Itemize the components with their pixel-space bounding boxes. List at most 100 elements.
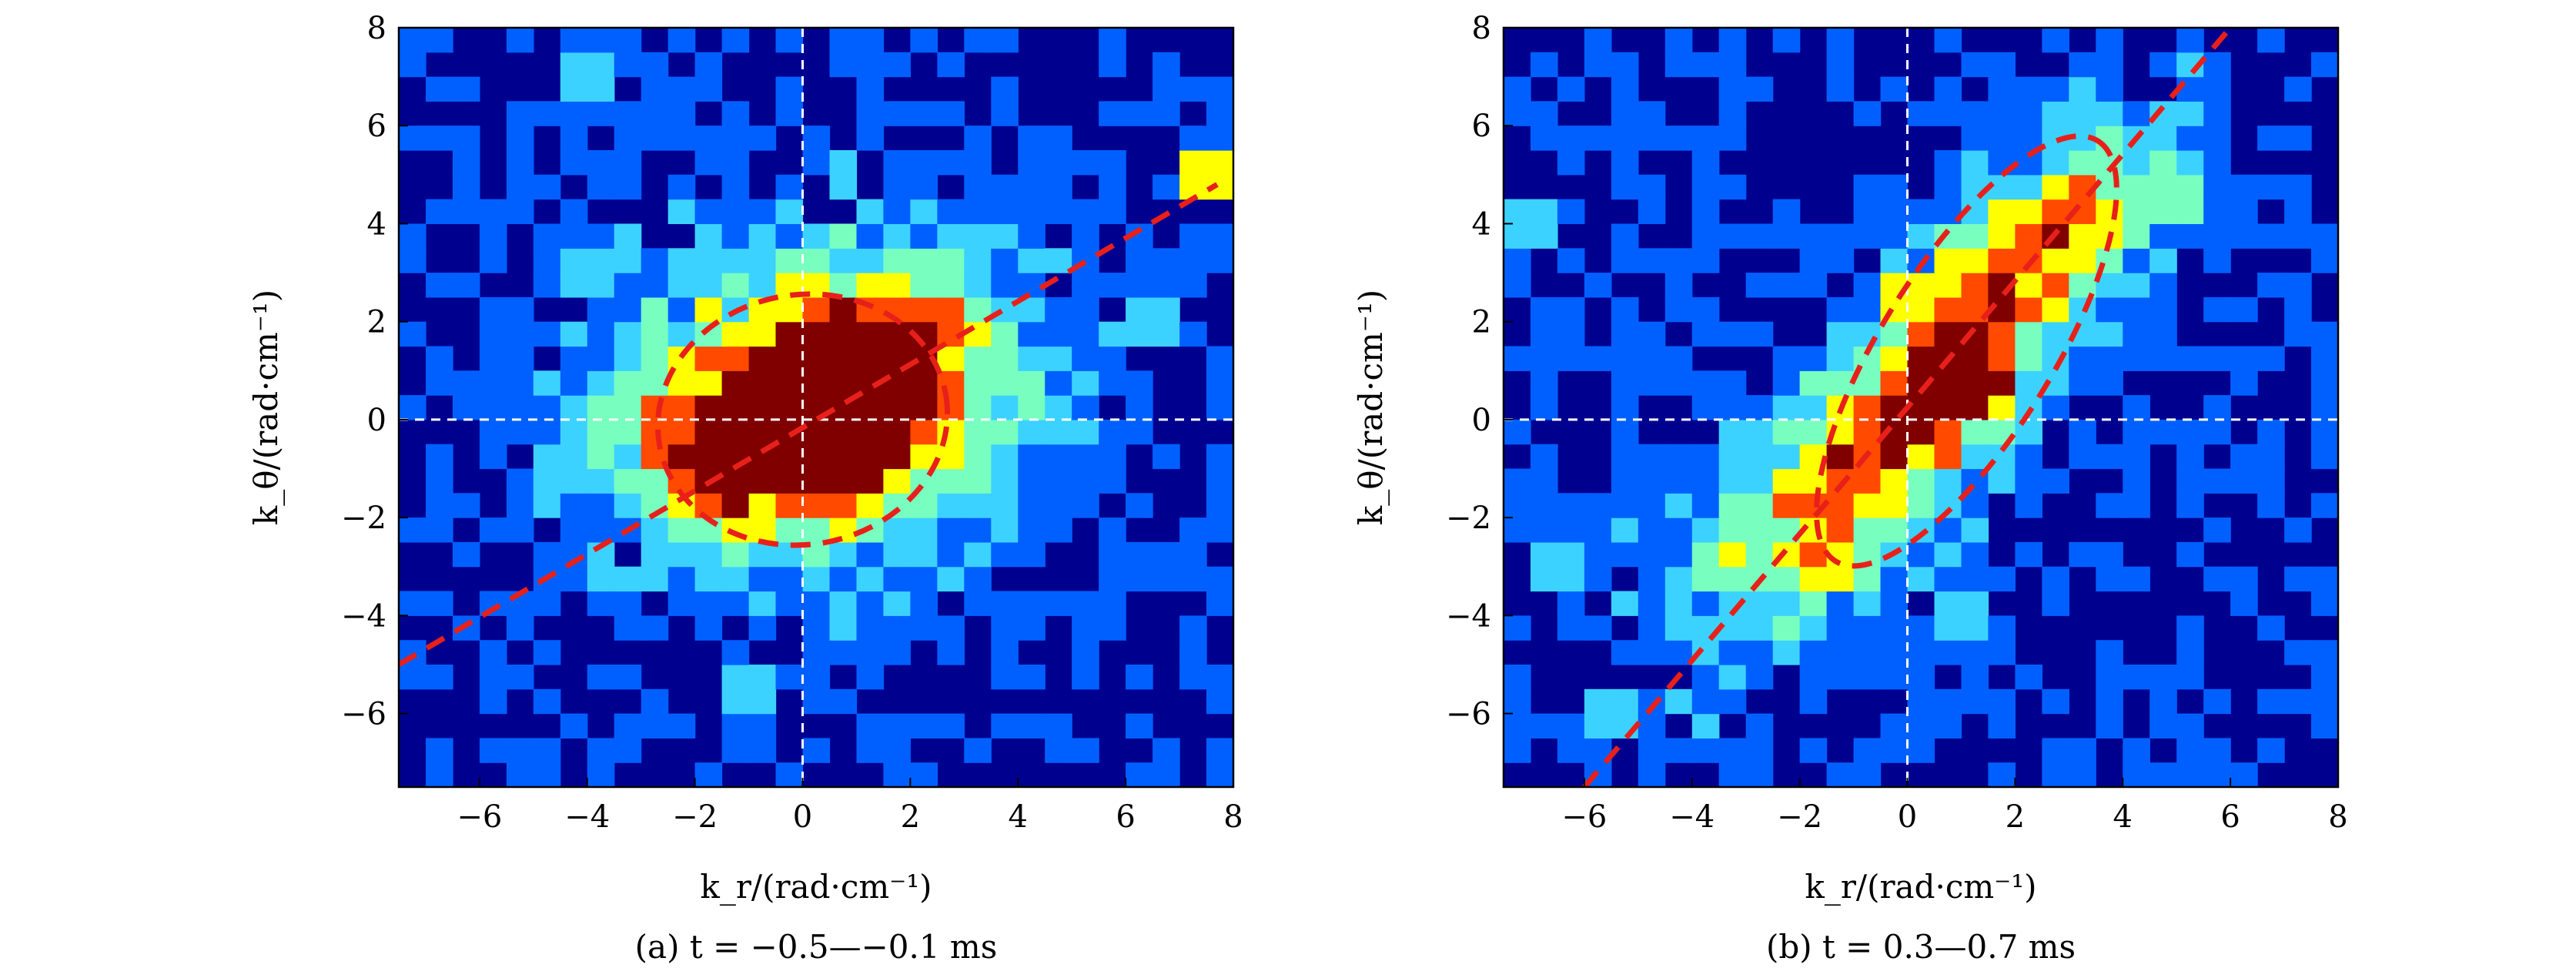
heatmap-cell <box>2015 223 2042 249</box>
heatmap-cell <box>1988 688 2016 715</box>
heatmap-cell <box>748 615 777 641</box>
heatmap-cell <box>1611 248 1639 273</box>
heatmap-cell <box>910 296 938 323</box>
heatmap-cell <box>1988 395 2016 420</box>
heatmap-cell <box>1179 273 1207 298</box>
heatmap-cell <box>2311 248 2338 273</box>
heatmap-cell <box>829 52 858 78</box>
heatmap-cell <box>1153 444 1180 470</box>
heatmap-cell <box>910 419 938 445</box>
heatmap-cell <box>560 566 588 592</box>
heatmap-cell <box>399 517 427 543</box>
heatmap-cell <box>2069 419 2096 445</box>
heatmap-cell <box>560 223 588 249</box>
heatmap-cell <box>399 591 427 616</box>
heatmap-cell <box>883 762 911 787</box>
heatmap-cell <box>1584 126 1612 151</box>
heatmap-cell <box>964 541 992 568</box>
heatmap-cell <box>614 321 642 347</box>
heatmap-cell <box>2015 273 2042 298</box>
heatmap-cell <box>399 126 427 151</box>
heatmap-cell <box>937 346 965 371</box>
heatmap-cell <box>1099 150 1126 176</box>
heatmap-cell <box>1584 688 1612 715</box>
heatmap-cell <box>964 321 992 347</box>
heatmap-cell <box>1206 248 1233 273</box>
heatmap-cell <box>1638 762 1666 787</box>
heatmap-cell <box>2096 126 2123 151</box>
heatmap-cell <box>721 273 750 298</box>
heatmap-cell <box>802 248 831 273</box>
heatmap-cell <box>1611 395 1639 420</box>
panel-a-caption: (a) t = −0.5—−0.1 ms <box>635 928 998 966</box>
heatmap-cell <box>991 493 1019 518</box>
heatmap-cell <box>1934 370 1962 396</box>
heatmap-cell <box>1638 493 1666 518</box>
heatmap-cell <box>1907 395 1935 420</box>
heatmap-cell <box>829 346 858 371</box>
heatmap-cell <box>910 370 938 396</box>
heatmap-cell <box>399 52 427 78</box>
heatmap-cell <box>1718 101 1747 126</box>
heatmap-cell <box>1961 223 1989 249</box>
heatmap-cell <box>1126 101 1153 126</box>
heatmap-cell <box>991 395 1019 420</box>
heatmap-cell <box>1018 199 1045 224</box>
heatmap-cell <box>1664 126 1693 151</box>
heatmap-cell <box>560 28 588 53</box>
heatmap-cell <box>2042 76 2069 102</box>
heatmap-cell <box>1072 468 1099 494</box>
heatmap-cell <box>533 248 561 273</box>
heatmap-cell <box>1853 395 1882 420</box>
heatmap-cell <box>560 370 588 396</box>
heatmap-cell <box>1934 273 1962 298</box>
heatmap-cell <box>775 444 804 470</box>
heatmap-cell <box>694 370 723 396</box>
heatmap-cell <box>1880 640 1909 665</box>
heatmap-cell <box>1126 665 1153 690</box>
heatmap-cell <box>479 419 507 445</box>
heatmap-cell <box>1745 591 1774 616</box>
heatmap-cell <box>910 248 938 273</box>
heatmap-cell <box>937 52 965 78</box>
heatmap-cell <box>2149 713 2177 739</box>
heatmap-cell <box>1880 321 1909 347</box>
heatmap-cell <box>1557 321 1585 347</box>
heatmap-cell <box>2176 665 2204 690</box>
heatmap-cell <box>2096 199 2123 224</box>
x-tick-label: 0 <box>793 799 812 835</box>
heatmap-cell <box>2284 174 2312 200</box>
heatmap-cell <box>775 28 804 53</box>
heatmap-cell <box>937 468 965 494</box>
heatmap-cell <box>1988 101 2016 126</box>
x-tick-label: −2 <box>1777 799 1822 835</box>
heatmap-cell <box>748 395 777 420</box>
heatmap-cell <box>694 541 723 568</box>
heatmap-cell <box>399 665 427 690</box>
y-tick-label: 2 <box>1472 305 1491 340</box>
heatmap-cell <box>1557 591 1585 616</box>
heatmap-cell <box>1988 640 2016 665</box>
heatmap-cell <box>1206 591 1233 616</box>
heatmap-cell <box>533 762 561 787</box>
heatmap-cell <box>748 566 777 592</box>
heatmap-cell <box>856 76 885 102</box>
heatmap-cell <box>1826 223 1855 249</box>
heatmap-cell <box>1745 517 1774 543</box>
panel-a-y-ticks: −6 −4 −2 0 2 4 6 8 <box>341 11 408 732</box>
heatmap-cell <box>641 713 669 739</box>
heatmap-cell <box>1934 541 1962 568</box>
heatmap-cell <box>1745 493 1774 518</box>
heatmap-cell <box>1611 541 1639 568</box>
heatmap-cell <box>1018 223 1045 249</box>
heatmap-cell <box>1072 665 1099 690</box>
y-tick-label: 8 <box>367 11 386 46</box>
x-tick-label: 4 <box>1009 799 1028 835</box>
heatmap-cell <box>1664 296 1693 323</box>
heatmap-cell <box>2123 273 2150 298</box>
heatmap-cell <box>533 223 561 249</box>
heatmap-cell <box>1611 640 1639 665</box>
panel-a-overlays <box>399 28 1233 787</box>
heatmap-cell <box>2015 199 2042 224</box>
